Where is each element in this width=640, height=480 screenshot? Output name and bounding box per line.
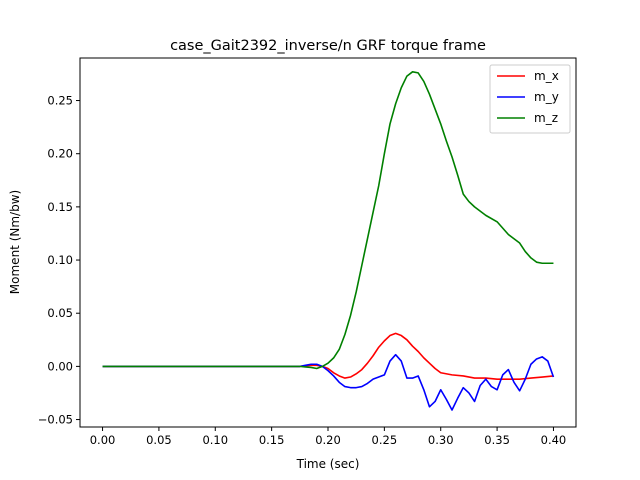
x-tick-label: 0.05: [146, 433, 172, 447]
y-axis: −0.05 0.00 0.05 0.10 0.15 0.20 0.25: [38, 94, 80, 427]
x-tick-label: 0.15: [259, 433, 285, 447]
x-tick-label: 0.10: [202, 433, 228, 447]
x-axis: 0.00 0.05 0.10 0.15 0.20 0.25 0.30 0.35 0.40: [90, 427, 567, 447]
y-tick-label: 0.00: [47, 359, 73, 373]
y-axis-label: Moment (Nm/bw): [8, 190, 22, 294]
y-tick-label: 0.10: [47, 253, 73, 267]
chart-title: case_Gait2392_inverse/n GRF torque frame: [170, 38, 486, 54]
legend-frame: [489, 64, 571, 134]
legend: m_x m_y m_z: [489, 64, 571, 134]
y-tick-label: 0.05: [47, 306, 73, 320]
series-line-m-y: [102, 353, 555, 411]
y-tick-label: 0.15: [47, 200, 73, 214]
plot-area: [102, 71, 555, 411]
series-line-m-z: [102, 71, 554, 370]
x-axis-label: Time (sec): [296, 457, 360, 471]
y-tick-label: 0.25: [47, 94, 73, 108]
x-tick-label: 0.20: [315, 433, 341, 447]
x-tick-label: 0.00: [90, 433, 116, 447]
x-tick-label: 0.30: [428, 433, 454, 447]
y-tick-label: −0.05: [38, 413, 73, 427]
legend-label: m_z: [534, 111, 558, 125]
legend-label: m_x: [534, 69, 559, 83]
x-tick-label: 0.25: [372, 433, 398, 447]
y-tick-label: 0.20: [47, 147, 73, 161]
x-tick-label: 0.40: [541, 433, 567, 447]
x-tick-label: 0.35: [484, 433, 510, 447]
legend-label: m_y: [534, 90, 559, 104]
